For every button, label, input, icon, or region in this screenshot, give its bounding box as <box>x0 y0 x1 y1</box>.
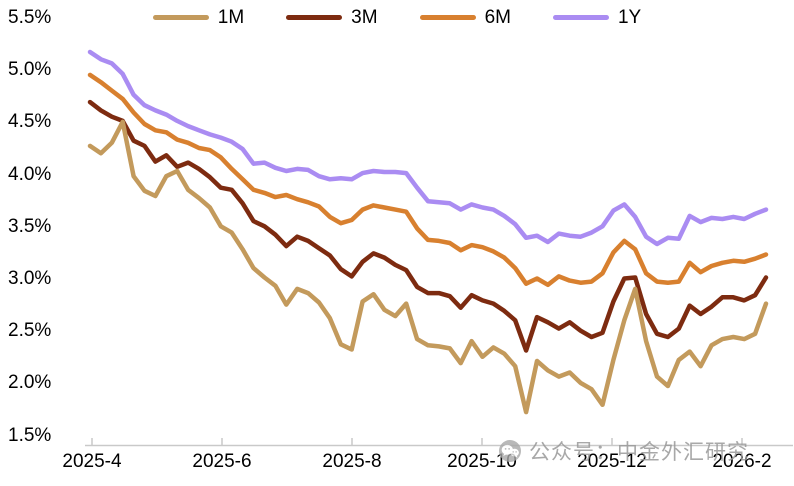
y-axis-tick-label: 5.5% <box>8 7 52 28</box>
y-axis-tick-label: 3.5% <box>8 215 52 237</box>
y-axis-tick-label: 5.0% <box>8 59 52 81</box>
y-axis-tick-label: 4.0% <box>8 163 52 185</box>
x-axis-tick-label: 2025-10 <box>447 451 517 472</box>
legend-swatch-1y <box>552 15 609 20</box>
x-axis-tick-label: 2025-4 <box>62 451 122 472</box>
x-axis-tick-label: 2026-2 <box>712 451 772 472</box>
chart-legend: 1M 3M 6M 1Y <box>0 7 794 28</box>
legend-item-6m: 6M <box>419 7 511 28</box>
legend-label-1m: 1M <box>217 7 245 28</box>
y-axis-tick-label: 3.0% <box>8 268 52 289</box>
legend-swatch-3m <box>286 15 343 20</box>
legend-label-6m: 6M <box>484 7 511 28</box>
legend-swatch-1m <box>152 15 209 20</box>
series-line-6m <box>87 72 769 288</box>
legend-label-1y: 1Y <box>617 7 642 28</box>
series-line-1y <box>87 49 769 247</box>
y-axis-tick-label: 2.5% <box>8 320 52 342</box>
legend-item-1y: 1Y <box>552 7 642 28</box>
x-axis-tick-label: 2025-8 <box>322 451 382 472</box>
legend-item-3m: 3M <box>286 7 378 28</box>
y-axis-tick-label: 4.5% <box>8 111 52 133</box>
series-line-3m <box>87 99 769 353</box>
legend-item-1m: 1M <box>152 7 245 28</box>
y-axis-tick-label: 1.5% <box>8 424 52 446</box>
series-line-1m <box>87 119 769 415</box>
y-axis-tick-label: 2.0% <box>8 372 52 394</box>
legend-swatch-6m <box>419 15 476 20</box>
legend-label-3m: 3M <box>351 7 378 28</box>
x-axis-tick-label: 2025-12 <box>577 451 647 472</box>
x-axis-tick-label: 2025-6 <box>192 451 252 472</box>
